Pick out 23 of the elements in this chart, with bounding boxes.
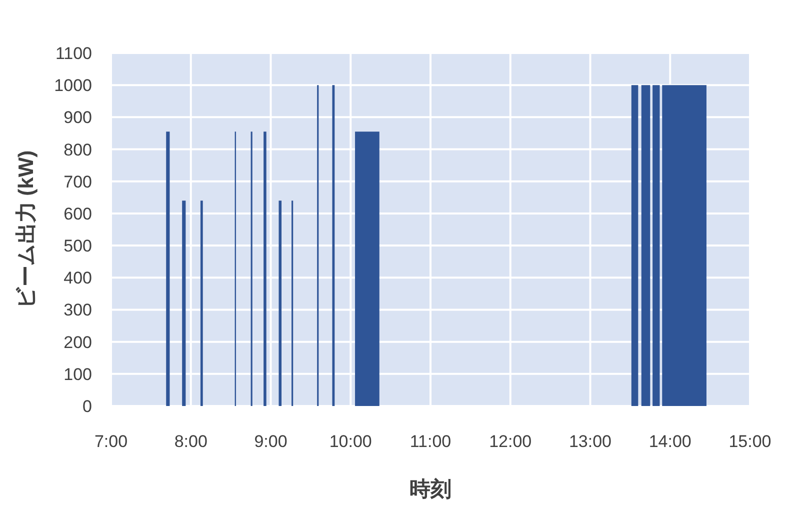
x-tick-label: 14:00	[648, 432, 692, 451]
y-tick-label: 300	[64, 300, 92, 320]
y-tick-label: 1000	[54, 76, 92, 96]
y-tick-label: 700	[64, 172, 92, 192]
x-tick-label: 10:00	[329, 432, 372, 451]
y-tick-label: 900	[64, 108, 92, 128]
y-axis-title: ビーム出力 (kW)	[15, 150, 38, 309]
y-tick-label: 500	[64, 236, 92, 256]
x-tick-label: 11:00	[410, 432, 452, 451]
y-tick-label: 100	[64, 364, 92, 384]
y-tick-label: 600	[64, 204, 92, 224]
y-tick-label: 200	[64, 332, 92, 352]
x-tick-label: 9:00	[254, 432, 288, 451]
x-tick-label: 12:00	[489, 432, 532, 451]
x-tick-label: 8:00	[174, 432, 208, 451]
x-tick-label: 7:00	[94, 432, 128, 451]
y-tick-label: 1100	[55, 44, 92, 63]
y-tick-label: 800	[64, 140, 92, 160]
y-tick-label: 0	[82, 397, 92, 416]
x-tick-label: 15:00	[728, 432, 772, 451]
x-axis-title: 時刻	[410, 477, 452, 501]
y-tick-label: 400	[64, 268, 92, 288]
x-tick-label: 13:00	[568, 432, 612, 451]
